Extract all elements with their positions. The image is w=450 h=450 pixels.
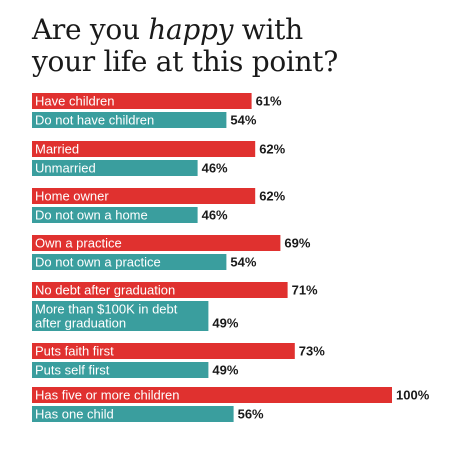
bar-value-label: 46% bbox=[202, 161, 228, 176]
bar-value-label: 62% bbox=[259, 189, 285, 204]
bar-value-label: 100% bbox=[396, 388, 430, 403]
bar-label: Unmarried bbox=[35, 161, 96, 176]
bar-3-0 bbox=[32, 235, 281, 251]
bar-label: More than $100K in debt after graduation bbox=[35, 302, 178, 331]
bar-3-1 bbox=[32, 254, 227, 270]
bar-label: No debt after graduation bbox=[35, 283, 175, 298]
bar-0-0 bbox=[32, 93, 252, 109]
bar-value-label: 69% bbox=[284, 236, 310, 251]
bar-value-label: 61% bbox=[256, 94, 282, 109]
title-emphasis: happy bbox=[148, 13, 234, 46]
bar-value-label: 62% bbox=[259, 142, 285, 157]
title-line-1: Are you happy with bbox=[32, 14, 432, 46]
bar-value-label: 71% bbox=[292, 283, 318, 298]
bar-6-1 bbox=[32, 406, 234, 422]
bar-label: Home owner bbox=[35, 189, 109, 204]
bar-value-label: 46% bbox=[202, 208, 228, 223]
bar-label: Have children bbox=[35, 94, 115, 109]
bar-label: Own a practice bbox=[35, 236, 122, 251]
bar-2-1 bbox=[32, 207, 198, 223]
bar-label: Puts self first bbox=[35, 363, 110, 378]
bar-6-0 bbox=[32, 387, 392, 403]
bar-value-label: 73% bbox=[299, 344, 325, 359]
bar-1-0 bbox=[32, 141, 256, 157]
bar-value-label: 49% bbox=[212, 363, 238, 378]
bar-label: Do not have children bbox=[35, 113, 154, 128]
bar-label: Puts faith first bbox=[35, 344, 114, 359]
chart-title: Are you happy with your life at this poi… bbox=[32, 14, 432, 78]
bar-label: Has five or more children bbox=[35, 388, 180, 403]
bar-value-label: 49% bbox=[212, 316, 238, 331]
bar-label: Married bbox=[35, 142, 79, 157]
bar-2-0 bbox=[32, 188, 256, 204]
bar-label: Do not own a home bbox=[35, 208, 148, 223]
bar-label: Do not own a practice bbox=[35, 255, 161, 270]
title-line-2: your life at this point? bbox=[32, 45, 338, 78]
title-part-1: Are you bbox=[32, 13, 149, 46]
bar-0-1 bbox=[32, 112, 227, 128]
bar-4-0 bbox=[32, 282, 288, 298]
bar-value-label: 56% bbox=[238, 407, 264, 422]
bar-5-0 bbox=[32, 343, 295, 359]
bar-label: Has one child bbox=[35, 407, 114, 422]
bar-value-label: 54% bbox=[230, 113, 256, 128]
bar-1-1 bbox=[32, 160, 198, 176]
bar-value-label: 54% bbox=[230, 255, 256, 270]
title-part-2: with bbox=[233, 13, 303, 46]
bar-4-1 bbox=[32, 301, 209, 331]
bar-5-1 bbox=[32, 362, 209, 378]
